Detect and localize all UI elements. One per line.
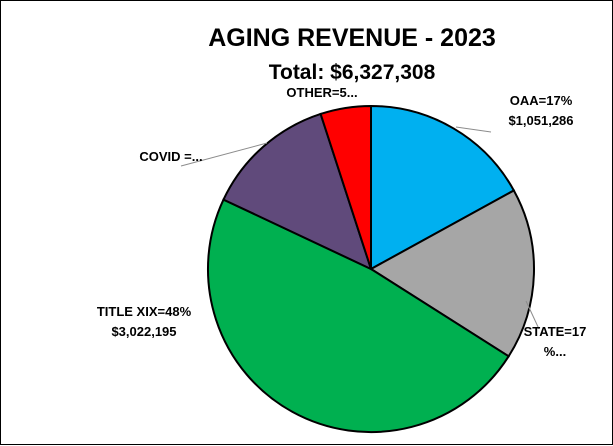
leader-lines bbox=[180, 126, 540, 330]
pie-slice-oaa bbox=[370, 104, 516, 271]
data-label-other: OTHER=5... bbox=[286, 85, 357, 100]
data-labels: OAA=17% $1,051,286 STATE=17 %... TITLE XIX=4… bbox=[97, 85, 587, 359]
data-label-covid: COVID =... bbox=[139, 149, 202, 164]
chart-subtitle: Total: $6,327,308 bbox=[269, 61, 436, 84]
data-label-title-xix: TITLE XIX=48% $3,022,195 bbox=[97, 304, 192, 339]
pie-slice-state bbox=[369, 189, 536, 358]
pie-slice-other bbox=[319, 104, 372, 270]
chart-title: AGING REVENUE - 2023 bbox=[208, 24, 496, 52]
data-label-state: STATE=17%... bbox=[524, 324, 587, 359]
leader-line bbox=[525, 300, 540, 330]
leader-line bbox=[180, 142, 268, 167]
slices-layer bbox=[206, 104, 536, 434]
pie-slice-title-xix bbox=[206, 198, 511, 434]
leader-line bbox=[455, 126, 492, 133]
data-label-oaa: OAA=17% $1,051,286 bbox=[508, 93, 573, 128]
pie-slice-covid bbox=[222, 112, 373, 271]
